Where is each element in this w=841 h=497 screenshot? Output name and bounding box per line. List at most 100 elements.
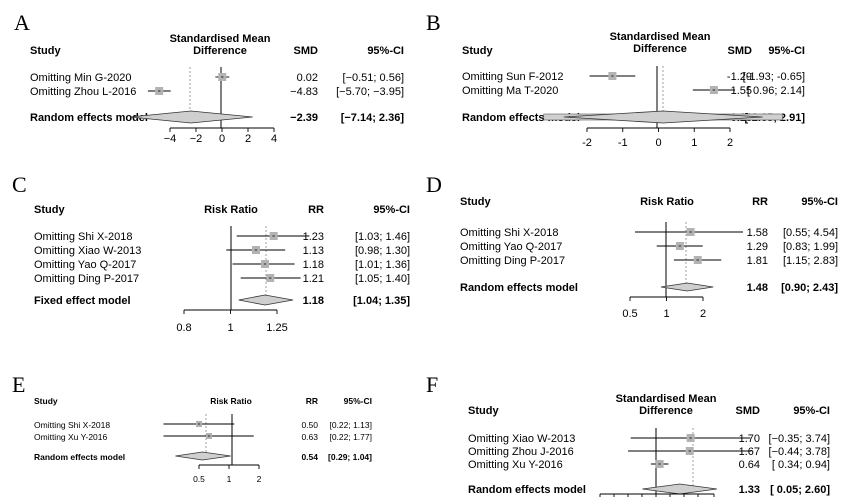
x-tick-label: 1: [691, 137, 697, 149]
x-tick-label: 2: [700, 308, 706, 320]
study-label: Omitting Min G-2020: [30, 72, 131, 84]
study-label: Omitting Zhou L-2016: [30, 86, 136, 98]
header-measure: Standardised Mean: [616, 393, 717, 405]
panel-letter: E: [12, 372, 25, 397]
header-measure: Difference: [193, 45, 247, 57]
summary-ci-text: [0.29; 1.04]: [328, 452, 372, 462]
header-ci: 95%-CI: [373, 204, 410, 216]
header-measure: Difference: [633, 43, 687, 55]
summary-label: Random effects model: [30, 112, 148, 124]
header-ci: 95%-CI: [344, 396, 372, 406]
study-estimate-text: 0.63: [301, 432, 318, 442]
header-effect: SMD: [294, 45, 319, 57]
x-tick-label: 2: [245, 133, 251, 145]
study-label: Omitting Xiao W-2013: [34, 245, 141, 257]
summary-estimate-text: −2.39: [290, 112, 318, 124]
summary-diamond: [238, 294, 294, 306]
study-label: Omitting Xu Y-2016: [34, 432, 108, 442]
x-tick-label: 1.25: [266, 322, 287, 334]
summary-label: Random effects model: [34, 452, 125, 462]
summary-ci-text: [1.04; 1.35]: [353, 295, 410, 307]
x-tick-label: 0.5: [622, 308, 637, 320]
panel-letter: D: [426, 172, 442, 197]
study-ci-text: [0.22; 1.77]: [329, 432, 372, 442]
x-tick-label: 1: [227, 474, 232, 484]
study-estimate-text: -1.29: [727, 71, 752, 83]
study-estimate-text: 0.50: [301, 420, 318, 430]
study-estimate-text: 1.67: [739, 446, 760, 458]
study-label: Omitting Xu Y-2016: [468, 459, 563, 471]
study-estimate-text: −4.83: [290, 86, 318, 98]
header-study: Study: [462, 45, 493, 57]
study-label: Omitting Ding P-2017: [34, 273, 139, 285]
panel-letter: A: [14, 10, 30, 35]
x-tick-label: -2: [582, 137, 592, 149]
header-study: Study: [34, 204, 65, 216]
study-ci-text: [0.98; 1.30]: [355, 245, 410, 257]
x-tick-label: 1: [663, 308, 669, 320]
summary-ci-text: [0.90; 2.43]: [781, 282, 838, 294]
header-ci: 95%-CI: [367, 45, 404, 57]
study-ci-text: [−0.51; 0.56]: [343, 72, 404, 84]
header-effect: SMD: [736, 405, 761, 417]
summary-diamond: [660, 282, 714, 292]
study-label: Omitting Shi X-2018: [460, 227, 558, 239]
study-ci-text: [1.01; 1.36]: [355, 259, 410, 271]
summary-label: Random effects model: [468, 484, 586, 496]
header-measure: Standardised Mean: [610, 31, 711, 43]
panel-letter: B: [426, 10, 441, 35]
summary-ci-text: [−7.14; 2.36]: [341, 112, 405, 124]
study-label: Omitting Xiao W-2013: [468, 433, 575, 445]
study-ci-text: [1.15; 2.83]: [783, 255, 838, 267]
header-effect: RR: [308, 204, 324, 216]
study-estimate-text: 0.64: [739, 459, 760, 471]
summary-estimate-text: 1.33: [739, 484, 760, 496]
header-study: Study: [34, 396, 58, 406]
study-ci-text: [ 0.96; 2.14]: [747, 85, 805, 97]
study-label: Omitting Sun F-2012: [462, 71, 564, 83]
study-ci-text: [−0.44; 3.78]: [769, 446, 830, 458]
study-estimate-text: 1.55: [731, 85, 752, 97]
header-measure: Standardised Mean: [170, 33, 271, 45]
study-estimate-text: 1.29: [747, 241, 768, 253]
study-label: Omitting Shi X-2018: [34, 420, 110, 430]
summary-diamond: [563, 110, 763, 124]
x-tick-label: 2: [257, 474, 262, 484]
summary-diamond: [129, 110, 253, 124]
study-ci-text: [1.05; 1.40]: [355, 273, 410, 285]
study-label: Omitting Zhou J-2016: [468, 446, 574, 458]
panel-letter: C: [12, 172, 27, 197]
study-ci-text: [0.55; 4.54]: [783, 227, 838, 239]
study-ci-text: [1.03; 1.46]: [355, 231, 410, 243]
panel-letter: F: [426, 372, 438, 397]
study-label: Omitting Yao Q-2017: [460, 241, 562, 253]
study-label: Omitting Ma T-2020: [462, 85, 558, 97]
x-tick-label: -1: [618, 137, 628, 149]
header-measure: Difference: [639, 405, 693, 417]
header-effect: RR: [306, 396, 318, 406]
x-tick-label: −2: [190, 133, 203, 145]
summary-ci-text: [ 0.05; 2.60]: [770, 484, 830, 496]
x-tick-label: 1: [227, 322, 233, 334]
summary-estimate-text: 1.48: [747, 282, 768, 294]
summary-estimate-text: 1.18: [303, 295, 324, 307]
study-ci-text: [−0.35; 3.74]: [769, 433, 830, 445]
header-measure: Risk Ratio: [640, 196, 694, 208]
study-estimate-text: 1.18: [303, 259, 324, 271]
study-label: Omitting Ding P-2017: [460, 255, 565, 267]
x-tick-label: 0: [655, 137, 661, 149]
x-tick-label: 0.8: [176, 322, 191, 334]
header-measure: Risk Ratio: [204, 204, 258, 216]
x-tick-label: −4: [164, 133, 177, 145]
study-estimate-text: 1.23: [303, 231, 324, 243]
study-ci-text: [0.83; 1.99]: [783, 241, 838, 253]
header-effect: RR: [752, 196, 768, 208]
header-study: Study: [460, 196, 491, 208]
study-estimate-text: 1.70: [739, 433, 760, 445]
study-ci-text: [-1.93; -0.65]: [743, 71, 805, 83]
header-measure: Risk Ratio: [210, 396, 252, 406]
summary-diamond: [642, 483, 717, 495]
summary-label: Fixed effect model: [34, 295, 131, 307]
study-estimate-text: 1.13: [303, 245, 324, 257]
